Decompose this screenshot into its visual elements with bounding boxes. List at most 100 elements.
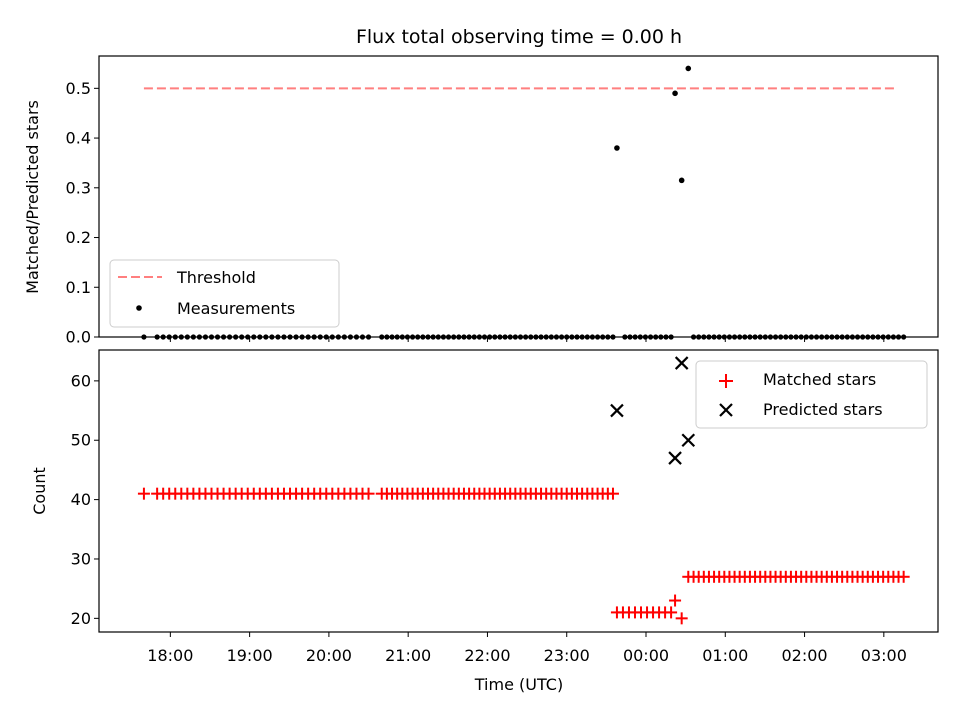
measurement-point xyxy=(435,334,441,340)
legend-measurement-swatch xyxy=(136,305,142,311)
measurement-point xyxy=(430,334,436,340)
bottom-y-axis: 20 30 40 50 60 xyxy=(71,371,99,628)
measurement-point xyxy=(466,334,472,340)
y-tick-label: 20 xyxy=(71,609,91,628)
measurement-point xyxy=(257,334,263,340)
x-tick-label: 21:00 xyxy=(385,646,431,665)
measurement-point xyxy=(311,334,317,340)
x-tick-label: 18:00 xyxy=(147,646,193,665)
measurement-point xyxy=(329,334,335,340)
measurement-point xyxy=(553,334,560,340)
measurement-point xyxy=(548,334,554,340)
matched-star-marker xyxy=(682,570,695,583)
measurement-point xyxy=(865,334,871,340)
legend-predicted-swatch xyxy=(719,403,733,417)
measurement-point xyxy=(141,334,147,340)
chart-title: Flux total observing time = 0.00 h xyxy=(356,26,682,48)
measurement-point xyxy=(658,334,664,340)
measurement-point xyxy=(239,334,245,340)
measurement-point xyxy=(384,334,390,340)
bottom-legend-box xyxy=(695,360,928,429)
measurement-point xyxy=(668,334,674,340)
measurement-point xyxy=(742,334,748,340)
y-tick-label: 40 xyxy=(71,490,91,509)
measurement-point xyxy=(533,334,539,340)
measurement-point xyxy=(663,334,669,340)
measurement-point xyxy=(528,334,534,340)
measurement-point xyxy=(678,177,685,184)
measurement-point xyxy=(813,334,820,340)
measurement-point xyxy=(487,334,493,340)
top-legend: Threshold Measurements xyxy=(109,259,340,328)
measurement-point xyxy=(409,334,416,340)
measurement-point xyxy=(726,334,733,340)
measurement-point xyxy=(287,334,293,340)
measurement-point xyxy=(605,334,611,340)
measurement-point xyxy=(829,334,835,340)
measurement-point xyxy=(440,334,447,340)
measurement-point xyxy=(762,334,768,340)
measurement-point xyxy=(538,334,544,340)
measurement-point xyxy=(220,334,227,340)
measurement-point xyxy=(517,334,524,340)
matched-star-marker xyxy=(665,606,678,619)
y-tick-label: 50 xyxy=(71,431,91,450)
measurement-point xyxy=(880,334,886,340)
y-tick-label: 0.2 xyxy=(66,228,91,247)
measurement-point xyxy=(227,334,233,340)
x-tick-label: 19:00 xyxy=(227,646,273,665)
measurement-point xyxy=(895,334,902,340)
measurement-point xyxy=(281,334,287,340)
measurement-point xyxy=(798,334,804,340)
measurement-point xyxy=(870,334,876,340)
measurement-point xyxy=(716,334,722,340)
measurement-point xyxy=(394,334,400,340)
measurement-point xyxy=(854,334,861,340)
matched-star-marker xyxy=(606,487,619,500)
measurement-point xyxy=(507,334,513,340)
x-tick-label: 23:00 xyxy=(544,646,590,665)
matched-star-marker xyxy=(669,594,682,607)
measurement-point xyxy=(574,334,580,340)
measurement-point xyxy=(632,334,638,340)
measurement-point xyxy=(890,334,896,340)
measurement-point xyxy=(251,334,257,340)
measurement-point xyxy=(622,334,628,340)
measurement-point xyxy=(696,334,702,340)
measurement-point xyxy=(178,334,184,340)
measurement-points xyxy=(141,65,907,340)
measurement-point xyxy=(263,334,269,340)
measurement-point xyxy=(305,334,311,340)
measurement-point xyxy=(731,334,738,340)
measurement-point xyxy=(172,334,178,340)
measurement-point xyxy=(752,334,758,340)
measurement-point xyxy=(672,90,678,97)
measurement-point xyxy=(558,334,565,340)
top-y-axis: 0.0 0.1 0.2 0.3 0.4 0.5 xyxy=(66,79,99,347)
measurement-point xyxy=(849,334,856,340)
measurement-point xyxy=(844,334,850,340)
predicted-star-marker xyxy=(674,356,689,370)
measurement-point xyxy=(335,334,341,340)
measurement-point xyxy=(399,334,405,340)
measurement-point xyxy=(184,334,190,340)
measurement-point xyxy=(824,334,830,340)
matched-star-marker xyxy=(897,570,910,583)
measurement-point xyxy=(747,334,753,340)
measurement-point xyxy=(461,334,467,340)
x-tick-label: 00:00 xyxy=(623,646,669,665)
measurement-point xyxy=(808,334,815,340)
matched-stars-points xyxy=(137,487,910,625)
y-tick-label: 30 xyxy=(71,549,91,568)
measurement-point xyxy=(875,334,881,340)
measurement-point xyxy=(737,334,743,340)
measurement-point xyxy=(701,334,707,340)
y-tick-label: 0.1 xyxy=(66,278,91,297)
measurement-point xyxy=(492,334,498,340)
measurement-point xyxy=(476,334,482,340)
y-tick-label: 0.4 xyxy=(66,129,91,148)
y-tick-label: 0.5 xyxy=(66,79,91,98)
bottom-x-axis: 18:00 19:00 20:00 21:00 22:00 23:00 00:00 01:00… xyxy=(147,632,907,665)
measurement-point xyxy=(425,334,431,340)
top-y-axis-label: Matched/Predicted stars xyxy=(23,100,42,294)
